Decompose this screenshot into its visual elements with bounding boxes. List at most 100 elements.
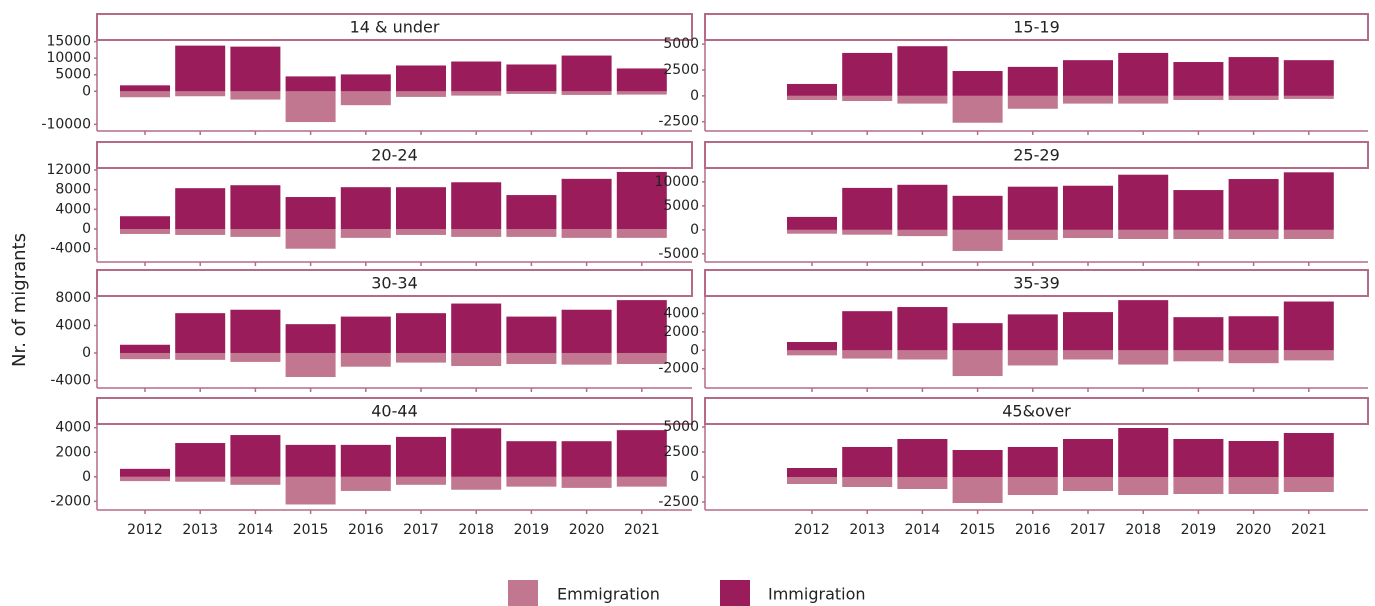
- y-tick-label: 2500: [663, 444, 699, 460]
- bar: [561, 178, 612, 230]
- bar: [1007, 186, 1058, 230]
- x-tick-label: 2015: [960, 522, 996, 538]
- y-tick-label: -4000: [50, 241, 91, 257]
- bar: [952, 229, 1003, 251]
- bar: [1118, 300, 1169, 351]
- bar: [285, 229, 336, 249]
- x-tick-label: 2012: [794, 522, 830, 538]
- bar: [1118, 229, 1169, 239]
- bar: [285, 76, 336, 92]
- bar: [506, 352, 557, 364]
- bar: [787, 216, 837, 230]
- bar: [1063, 60, 1113, 96]
- bar: [1283, 172, 1334, 230]
- y-tick-label: 10000: [654, 174, 699, 190]
- bar: [952, 323, 1003, 351]
- x-tick-label: 2014: [238, 522, 274, 538]
- bar: [1283, 95, 1334, 99]
- panel-title: 40-44: [371, 402, 418, 421]
- panel-title: 14 & under: [350, 18, 440, 37]
- bar: [1007, 477, 1058, 495]
- bar: [120, 476, 170, 482]
- y-tick-label: 0: [82, 83, 91, 99]
- bar: [1063, 477, 1113, 491]
- bar: [175, 313, 226, 353]
- x-tick-label: 2018: [1125, 522, 1161, 538]
- y-tick-label: 4000: [55, 201, 91, 217]
- bar: [396, 187, 446, 230]
- bar: [1283, 301, 1334, 351]
- bar: [1173, 439, 1224, 477]
- x-tick-label: 2019: [1181, 522, 1217, 538]
- bar: [616, 300, 667, 353]
- legend-swatch: [720, 580, 750, 606]
- bar: [1063, 95, 1113, 104]
- x-tick-label: 2020: [1236, 522, 1272, 538]
- y-tick-label: 0: [690, 342, 699, 358]
- y-tick-label: 4000: [55, 420, 91, 436]
- bar: [561, 476, 612, 488]
- bar: [897, 95, 948, 104]
- bar: [120, 229, 170, 234]
- bar: [1173, 95, 1224, 100]
- panel-title: 35-39: [1013, 274, 1060, 293]
- bar: [506, 229, 557, 237]
- bar: [506, 195, 557, 230]
- y-tick-label: 10000: [46, 50, 91, 66]
- bar: [616, 352, 667, 364]
- bar: [451, 229, 502, 237]
- y-tick-label: -2500: [658, 114, 699, 130]
- bar: [230, 309, 281, 353]
- bar: [616, 68, 667, 92]
- y-tick-label: -2500: [658, 494, 699, 510]
- y-tick-label: 0: [82, 345, 91, 361]
- bar: [1173, 317, 1224, 351]
- legend-swatch: [508, 580, 538, 606]
- bar: [285, 197, 336, 230]
- x-tick-label: 2017: [403, 522, 439, 538]
- bar: [175, 443, 226, 477]
- bar: [1283, 477, 1334, 492]
- bar: [230, 46, 281, 92]
- legend-label: Emmigration: [557, 585, 660, 604]
- bar: [1228, 179, 1279, 230]
- bar: [396, 65, 446, 92]
- bar: [1063, 439, 1113, 477]
- panel-title: 25-29: [1013, 146, 1060, 165]
- bar: [842, 187, 893, 230]
- bar: [340, 187, 391, 230]
- bar: [1118, 477, 1169, 495]
- y-tick-label: 5000: [663, 419, 699, 435]
- y-tick-label: 4000: [663, 305, 699, 321]
- bar: [897, 477, 948, 489]
- x-tick-label: 2012: [127, 522, 163, 538]
- y-tick-label: -2000: [658, 361, 699, 377]
- bar: [1118, 95, 1169, 104]
- y-tick-label: 0: [82, 469, 91, 485]
- bar: [952, 350, 1003, 377]
- bar: [285, 324, 336, 353]
- bar: [340, 91, 391, 106]
- bar: [1007, 66, 1058, 96]
- bar: [1228, 441, 1279, 477]
- bar: [561, 441, 612, 477]
- panel-title: 20-24: [371, 146, 418, 165]
- bar: [616, 171, 667, 230]
- bar: [120, 352, 170, 360]
- bar: [1173, 350, 1224, 362]
- bar: [175, 476, 226, 482]
- bar: [175, 229, 226, 235]
- bar: [787, 83, 837, 96]
- bar: [1063, 229, 1113, 239]
- x-tick-label: 2014: [905, 522, 941, 538]
- bar: [230, 476, 281, 485]
- bar: [230, 229, 281, 237]
- y-tick-label: 0: [690, 222, 699, 238]
- y-tick-label: 0: [690, 88, 699, 104]
- bar: [230, 185, 281, 230]
- bar: [1063, 350, 1113, 360]
- panel-title: 15-19: [1013, 18, 1060, 37]
- bar: [842, 229, 893, 235]
- x-tick-label: 2015: [293, 522, 329, 538]
- bar: [1228, 57, 1279, 96]
